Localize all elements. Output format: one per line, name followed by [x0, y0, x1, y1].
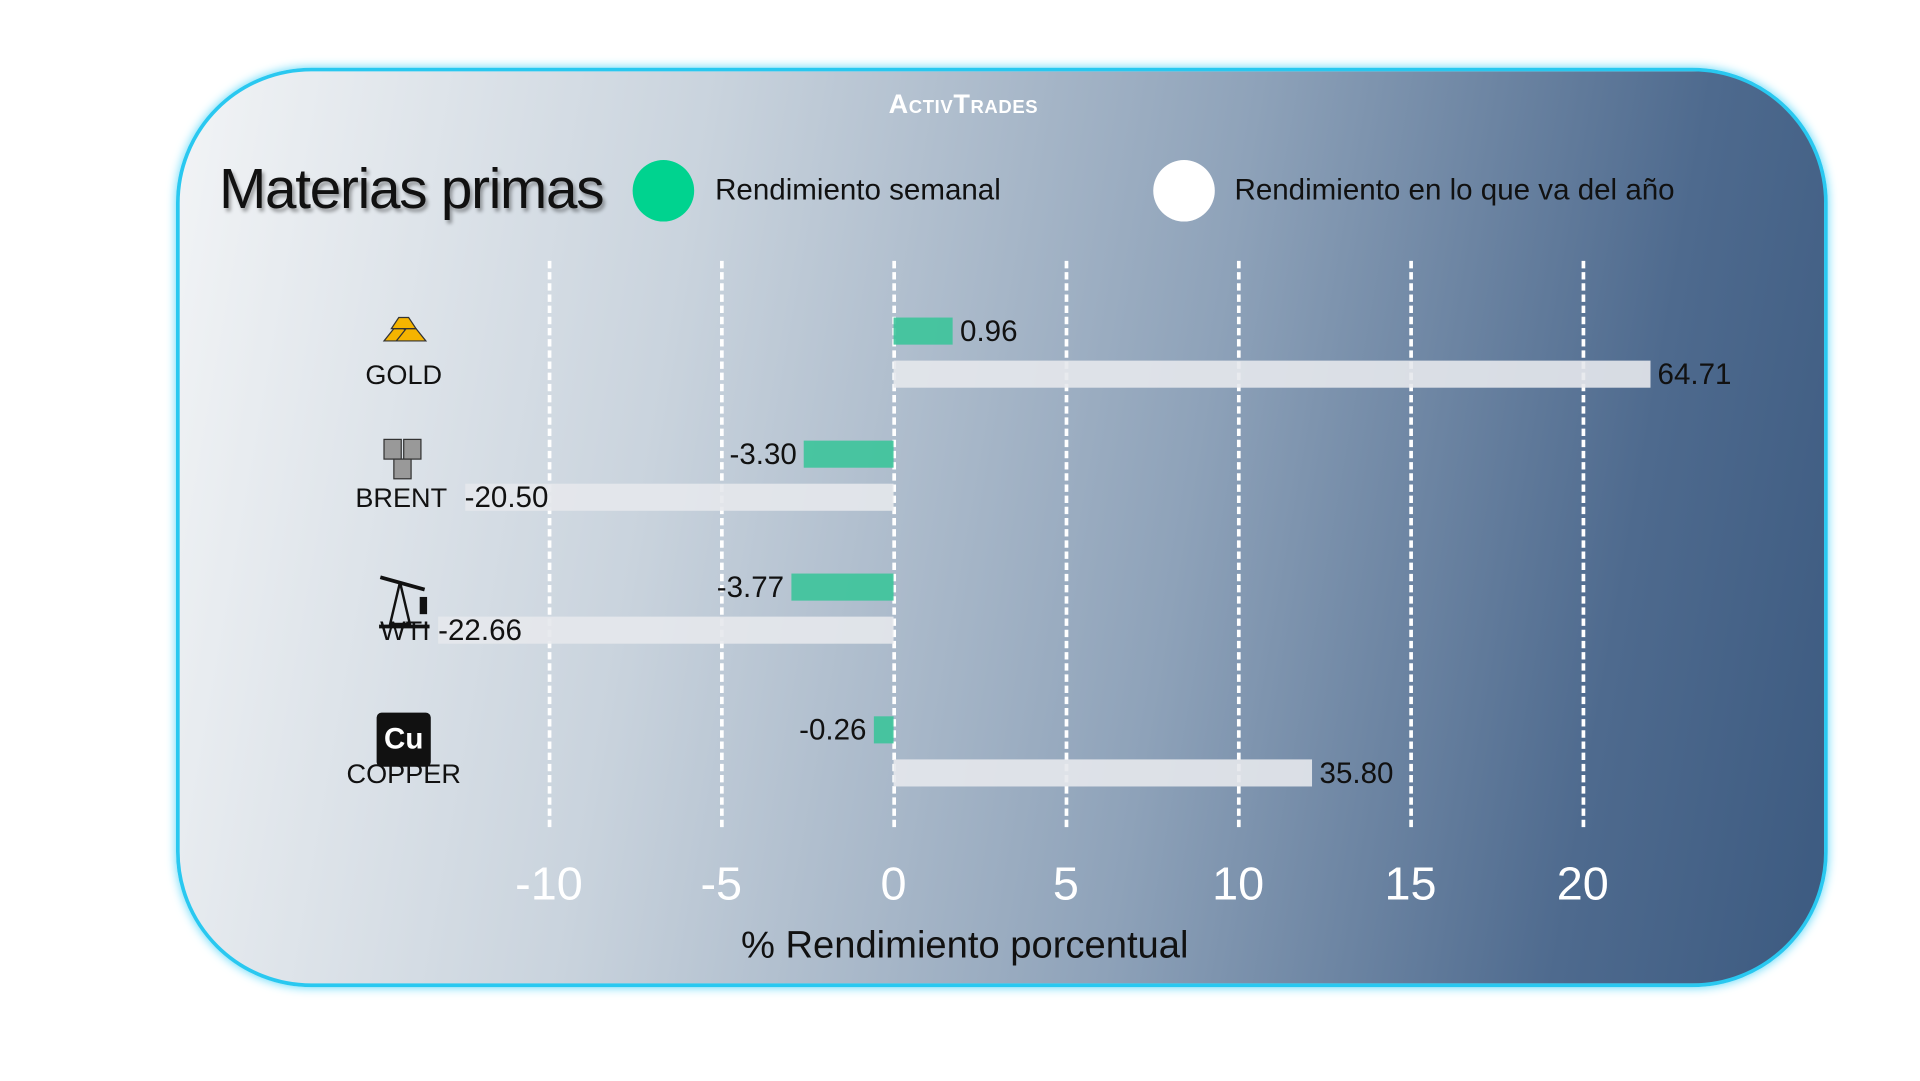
- chart-card: [176, 67, 1828, 988]
- category-label-copper: COPPER: [346, 758, 461, 789]
- ytd-value-label: -20.50: [464, 481, 549, 515]
- gridline: [720, 260, 724, 828]
- chart-title: Materias primas: [219, 156, 604, 221]
- brand-logo: ActivTrades: [888, 88, 1039, 120]
- x-tick-label: 5: [1052, 859, 1079, 911]
- oil-pump-icon: [373, 570, 435, 638]
- weekly-value-label: -0.26: [799, 713, 867, 748]
- legend-ytd-label: Rendimiento en lo que va del año: [1234, 173, 1675, 207]
- weekly-bar: [791, 573, 894, 601]
- x-tick-label: 10: [1212, 859, 1265, 911]
- x-tick-label: -5: [700, 859, 743, 911]
- gridline: [547, 260, 552, 828]
- x-tick-label: 0: [880, 859, 907, 911]
- weekly-bar: [804, 440, 894, 468]
- x-tick-label: 15: [1384, 859, 1437, 911]
- ytd-value-label: -22.66: [438, 614, 522, 648]
- copper-element-icon: Cu: [376, 712, 431, 767]
- weekly-value-label: 0.96: [960, 315, 1018, 349]
- legend-ytd-swatch: [1153, 160, 1215, 222]
- gridline: [892, 260, 897, 828]
- legend-weekly-swatch: [632, 160, 695, 222]
- x-tick-label: 20: [1556, 859, 1609, 911]
- gridline: [1409, 260, 1413, 828]
- category-label-gold: GOLD: [365, 359, 443, 391]
- oil-barrels-icon: [379, 437, 428, 487]
- ytd-value-label: 64.71: [1657, 358, 1732, 392]
- weekly-value-label: -3.30: [729, 438, 797, 472]
- gridline: [1236, 260, 1241, 828]
- x-axis-label: % Rendimiento porcentual: [740, 923, 1189, 967]
- weekly-bar: [873, 716, 894, 744]
- gold-bars-icon: [379, 314, 428, 352]
- weekly-value-label: -3.77: [716, 571, 785, 605]
- weekly-bar: [893, 317, 953, 345]
- x-tick-label: -10: [515, 859, 583, 911]
- gridline: [1581, 260, 1586, 828]
- legend-weekly-label: Rendimiento semanal: [715, 173, 1001, 207]
- category-label-brent: BRENT: [355, 482, 448, 514]
- ytd-value-label: 35.80: [1319, 756, 1394, 791]
- ytd-bar: [464, 483, 894, 511]
- ytd-bar: [438, 616, 894, 644]
- gridline: [1064, 260, 1069, 828]
- ytd-bar: [893, 759, 1313, 787]
- category-label-wti: WTI: [380, 615, 430, 647]
- ytd-bar: [893, 360, 1651, 388]
